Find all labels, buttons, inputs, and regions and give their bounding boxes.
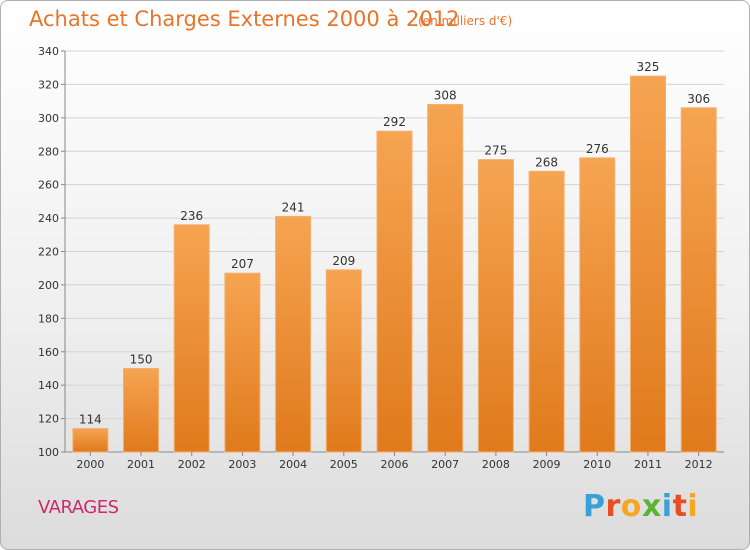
- x-tick-label: 2007: [431, 458, 459, 471]
- data-label: 236: [180, 209, 203, 223]
- bar: [680, 107, 717, 453]
- data-labels: 114 150 236 207 241 209 292 308 275 268 276 325 306: [79, 60, 710, 427]
- data-label: 268: [535, 155, 558, 169]
- y-tick-label: 100: [38, 446, 59, 459]
- x-tick-label: 2012: [685, 458, 713, 471]
- y-tick-label: 280: [38, 145, 59, 158]
- bar: [123, 368, 159, 453]
- x-tick-label: 2004: [279, 458, 307, 471]
- bar: [579, 157, 616, 453]
- bar: [376, 130, 413, 453]
- data-label: 150: [130, 352, 153, 366]
- x-tick-label: 2009: [533, 458, 561, 471]
- data-label: 306: [687, 92, 710, 106]
- data-label: 241: [282, 200, 305, 214]
- y-tick-label: 180: [38, 312, 59, 325]
- bar: [477, 159, 514, 453]
- x-tick-label: 2003: [228, 458, 256, 471]
- y-tick-label: 160: [38, 346, 59, 359]
- bar: [528, 170, 565, 453]
- bar: [173, 224, 210, 453]
- data-label: 207: [231, 257, 254, 271]
- data-label: 292: [383, 115, 406, 129]
- proxiti-logo: Proxiti: [583, 489, 698, 524]
- x-tick-label: 2005: [330, 458, 358, 471]
- bar: [224, 272, 261, 453]
- bar: [72, 428, 109, 453]
- data-label: 308: [434, 88, 457, 102]
- bar: [427, 104, 464, 453]
- x-tick-labels: 2000 2001 2002 2003 2004 2005 2006 2007 2008 2009…: [76, 452, 713, 471]
- data-label: 275: [484, 144, 507, 158]
- y-tick-label: 240: [38, 212, 59, 225]
- y-tick-label: 200: [38, 279, 59, 292]
- logo-letter: o: [620, 489, 642, 524]
- y-tick-label: 120: [38, 413, 59, 426]
- data-label: 276: [586, 142, 609, 156]
- y-tick-label: 260: [38, 179, 59, 192]
- bar: [325, 269, 362, 453]
- x-tick-label: 2002: [178, 458, 206, 471]
- x-tick-label: 2006: [381, 458, 409, 471]
- x-tick-label: 2000: [76, 458, 104, 471]
- logo-letter: i: [661, 489, 673, 524]
- chart-title: Achats et Charges Externes 2000 à 2012: [29, 7, 460, 31]
- data-label: 114: [79, 413, 102, 427]
- y-tick-label: 300: [38, 112, 59, 125]
- y-tick-label: 140: [38, 379, 59, 392]
- logo-letter: r: [605, 489, 621, 524]
- y-tick-labels: 100 120 140 160 180 200 220 240 260 280 300 320 340: [38, 45, 59, 459]
- logo-letter: x: [641, 489, 662, 524]
- data-label: 325: [637, 60, 660, 74]
- bar: [275, 215, 312, 453]
- data-label: 209: [332, 254, 355, 268]
- bar: [630, 75, 666, 453]
- logo-letter: i: [687, 489, 699, 524]
- logo-letter: t: [672, 489, 688, 524]
- logo-letter: P: [583, 489, 606, 524]
- place-name: VARAGES: [38, 497, 119, 518]
- chart-subtitle: (en milliers d'€): [418, 14, 513, 28]
- x-tick-label: 2001: [127, 458, 155, 471]
- y-tick-label: 320: [38, 78, 59, 91]
- y-tick-label: 220: [38, 246, 59, 259]
- y-tick-label: 340: [38, 45, 59, 58]
- x-tick-label: 2010: [583, 458, 611, 471]
- bars: [72, 75, 717, 453]
- x-tick-label: 2011: [634, 458, 662, 471]
- x-tick-label: 2008: [482, 458, 510, 471]
